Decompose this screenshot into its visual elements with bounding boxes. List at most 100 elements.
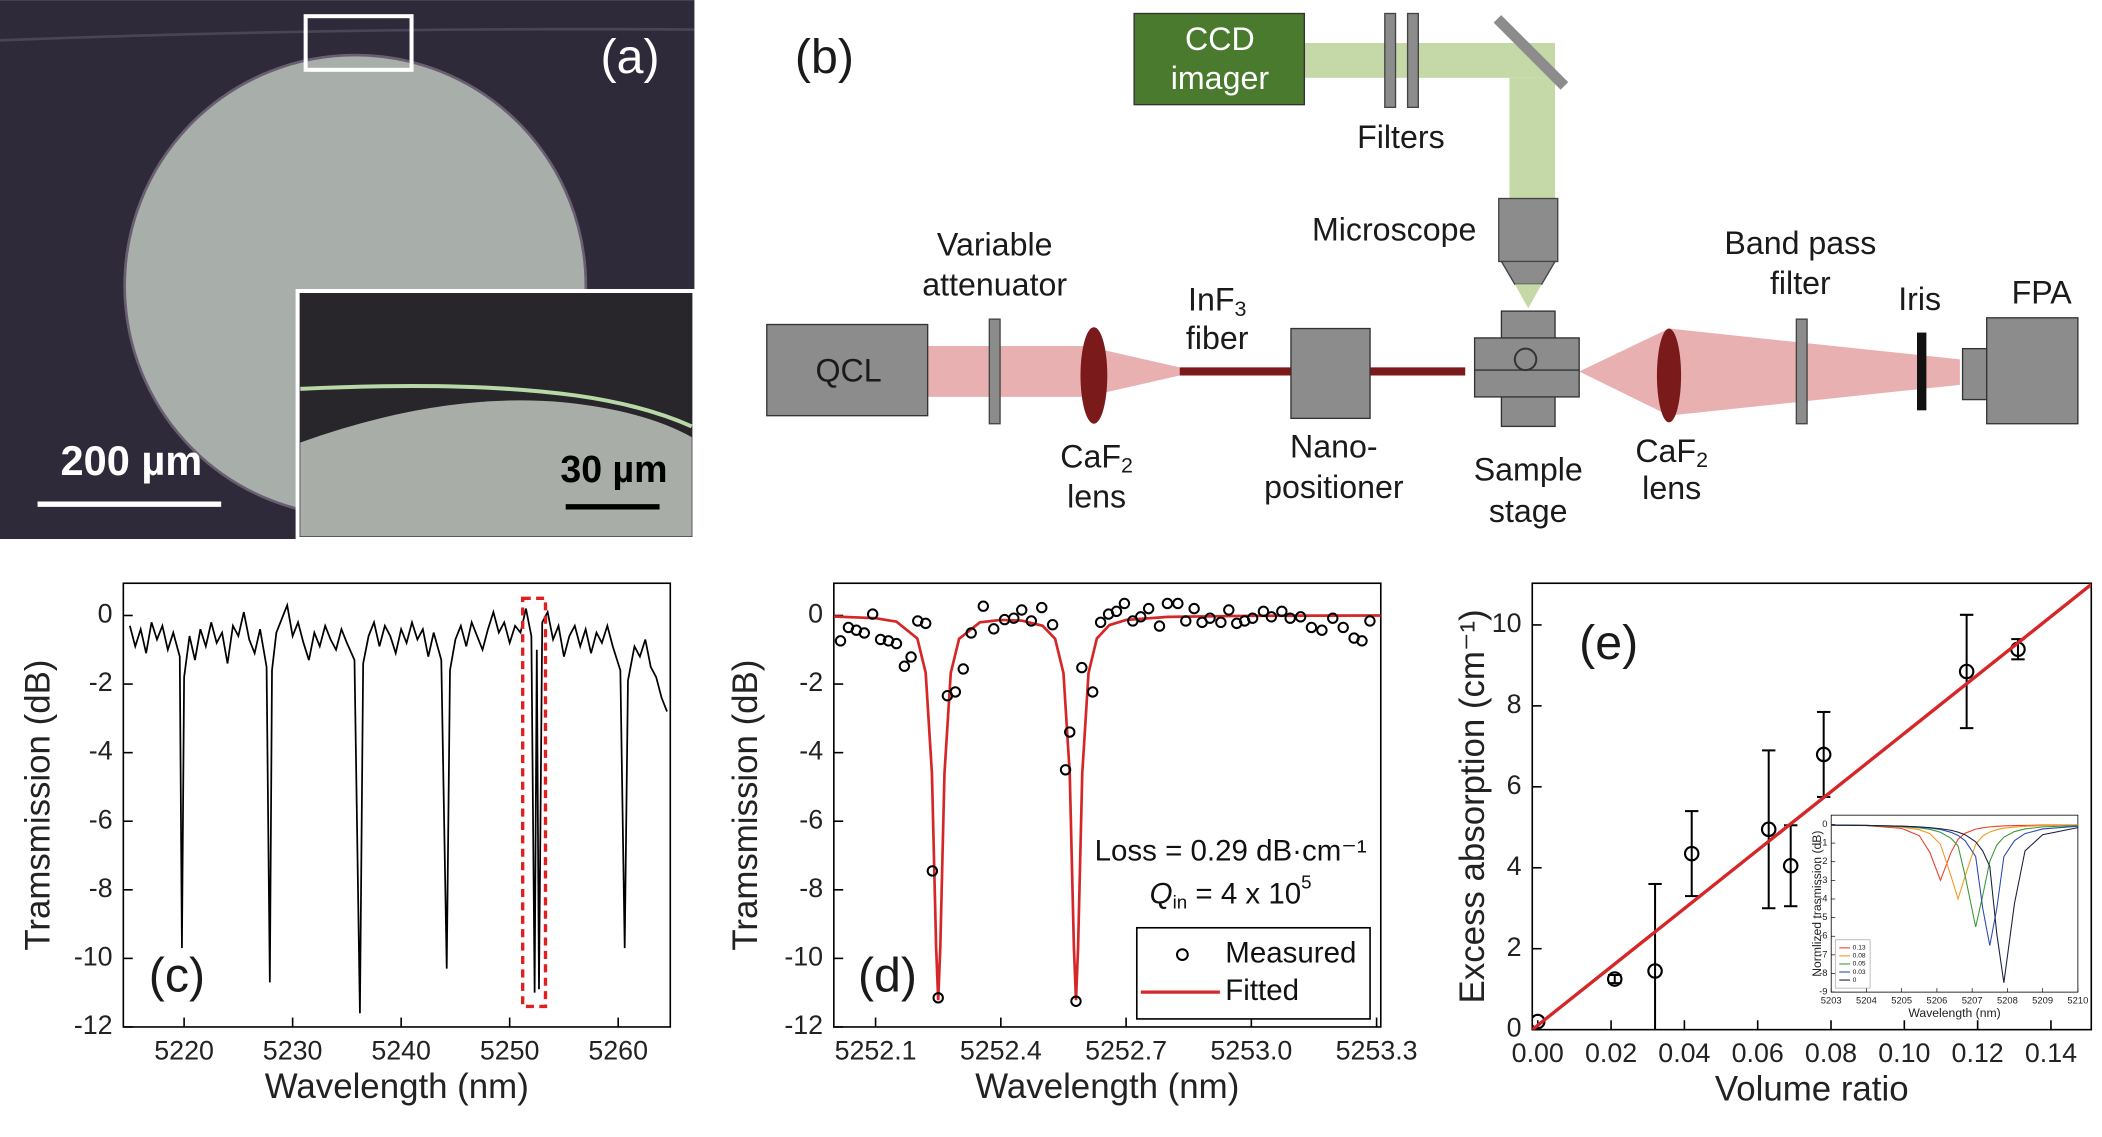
data-point — [1815, 746, 1832, 763]
x-tick-label: 5207 — [1962, 996, 1983, 1006]
panel-a: (a) 200 µm 30 µm — [0, 0, 697, 542]
data-point — [1110, 605, 1123, 618]
plot-area — [122, 582, 672, 1028]
y-tick-label: -7 — [1819, 949, 1827, 959]
x-tick-label: 0.08 — [1805, 1038, 1857, 1068]
legend-label: 0.08 — [1853, 953, 1866, 960]
plot — [129, 602, 668, 1014]
y-tick-label: -5 — [1819, 912, 1827, 922]
data-point — [874, 633, 887, 646]
legend-label: 0.05 — [1853, 961, 1866, 968]
data-point — [965, 627, 977, 639]
highlight-box — [521, 596, 548, 1009]
legend-label: 0.03 — [1853, 969, 1866, 976]
component-label: InF3 — [1188, 281, 1246, 320]
label-part: InF — [1188, 281, 1234, 317]
y-tick-label: 0 — [1822, 819, 1827, 829]
annotation: Qin = 4 x 105 — [1150, 871, 1312, 912]
x-tick-label: 5253.3 — [1336, 1036, 1418, 1066]
x-axis-label: Volume ratio — [1715, 1070, 1909, 1109]
data-point — [988, 623, 1000, 635]
panel-label: (d) — [858, 948, 917, 1002]
component-label: fiber — [1186, 320, 1249, 356]
y-tick-label: -4 — [89, 736, 113, 766]
zoom-box — [303, 14, 414, 72]
x-tick-label: 0.04 — [1658, 1038, 1710, 1068]
fpa-window — [1961, 347, 1988, 401]
component-label: Nano- — [1290, 429, 1378, 465]
component-label: Iris — [1898, 281, 1941, 317]
annotation-subscript: in — [1173, 892, 1188, 913]
plot-area — [1830, 814, 2079, 993]
y-tick-label: 0 — [1507, 1013, 1522, 1043]
annotation-part: = 4 x 10 — [1187, 877, 1301, 910]
data-point — [1046, 619, 1059, 631]
data-point — [1760, 821, 1777, 838]
label-subscript: 3 — [1234, 296, 1246, 320]
y-tick-label: 2 — [1507, 932, 1522, 962]
y-tick-label: -2 — [799, 667, 823, 697]
component-label: CaF2 — [1635, 433, 1708, 472]
data-point — [1305, 621, 1318, 634]
waveguide-trace — [0, 27, 695, 42]
data-point — [1059, 764, 1072, 776]
panel-b: (b) CCD imager Filters Microscope QCL Va… — [766, 12, 2079, 529]
x-axis-label: Wavelength (nm) — [265, 1067, 529, 1106]
data-point — [1782, 857, 1799, 874]
panel-label: (b) — [795, 30, 854, 84]
data-point — [1172, 597, 1184, 610]
component-label: filter — [1770, 265, 1831, 301]
panel-label: (a) — [601, 30, 660, 84]
data-point — [1204, 612, 1216, 624]
x-tick-label: 5240 — [371, 1036, 431, 1066]
data-point — [1364, 615, 1376, 627]
objective-tip — [1500, 260, 1557, 285]
component-label: QCL — [816, 352, 882, 388]
qcl — [766, 323, 929, 417]
data-point — [1316, 624, 1328, 636]
plot — [1532, 583, 2092, 1030]
filter — [1406, 12, 1419, 109]
data-line — [1831, 824, 2078, 983]
data-point — [1276, 605, 1288, 618]
y-tick-label: -6 — [89, 804, 113, 834]
data-point — [932, 992, 944, 1004]
attenuator — [988, 318, 1001, 425]
y-tick-label: -6 — [1819, 931, 1827, 941]
band-pass-filter — [1795, 318, 1808, 425]
x-tick-label: 5252.4 — [960, 1036, 1042, 1066]
component-label: imager — [1171, 60, 1270, 96]
data-point — [1958, 663, 1975, 680]
plot — [833, 614, 1381, 1001]
y-axis-label: Excess absorption (cm⁻¹) — [1453, 609, 1492, 1003]
lens — [1080, 327, 1108, 424]
component-label: lens — [1067, 478, 1126, 514]
data-point — [834, 635, 847, 647]
data-point — [1337, 621, 1349, 634]
panel-label: (e) — [1579, 616, 1638, 670]
sample-stage — [1473, 337, 1580, 398]
y-tick-label: -12 — [784, 1010, 823, 1040]
y-tick-label: -6 — [799, 804, 823, 834]
data-point — [1246, 612, 1259, 624]
annotation: Loss = 0.29 dB·cm⁻¹ — [1095, 834, 1367, 867]
data-point — [1683, 845, 1700, 862]
annotation-superscript: 5 — [1301, 871, 1311, 892]
y-axis-label: Tramsmission (dB) — [726, 660, 765, 951]
label-part: CaF — [1635, 433, 1696, 469]
annotation-part: Q — [1150, 877, 1173, 910]
fpa — [1986, 317, 2079, 425]
x-tick-label: 5208 — [1997, 996, 2018, 1006]
y-tick-label: -10 — [784, 941, 823, 971]
component-label: Band pass — [1724, 225, 1876, 261]
data-point — [977, 600, 989, 612]
data-point — [1188, 602, 1200, 615]
plot — [1831, 824, 2078, 983]
data-point — [1647, 963, 1663, 979]
x-tick-label: 5205 — [1891, 996, 1912, 1006]
y-axis-label: Normlized trasmission (dB) — [1810, 830, 1824, 976]
label-subscript: 2 — [1696, 448, 1708, 472]
focus-cone — [1514, 284, 1542, 309]
ir-beam — [927, 345, 1180, 397]
y-tick-label: 0 — [98, 599, 113, 629]
